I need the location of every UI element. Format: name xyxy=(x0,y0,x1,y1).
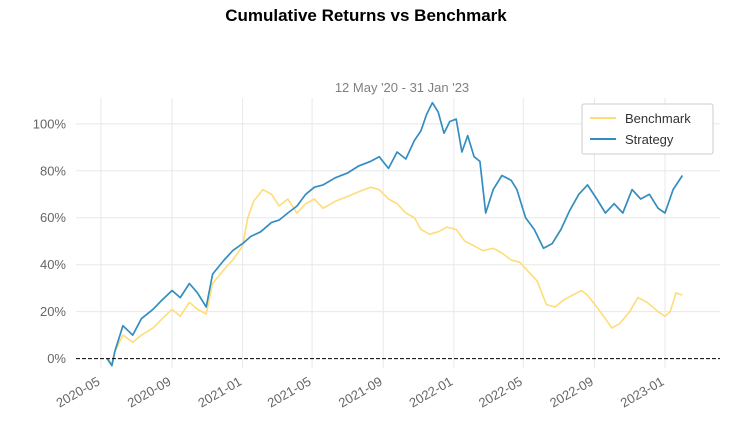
x-tick-label: 2021-05 xyxy=(265,374,314,411)
series-line-benchmark xyxy=(106,186,683,365)
y-axis: 0% 20% 40% 60% 80% 100% xyxy=(33,116,67,366)
x-tick-label: 2020-09 xyxy=(125,374,174,411)
x-tick-label: 2022-01 xyxy=(407,374,456,411)
x-tick-label: 2022-09 xyxy=(547,374,596,411)
chart-title: Cumulative Returns vs Benchmark xyxy=(225,6,507,25)
y-tick-label: 40% xyxy=(40,257,66,272)
y-tick-label: 100% xyxy=(33,116,67,131)
chart-subtitle: 12 May '20 - 31 Jan '23 xyxy=(334,80,470,95)
y-tick-label: 80% xyxy=(40,163,66,178)
x-tick-label: 2023-01 xyxy=(618,374,667,411)
legend-box xyxy=(581,103,714,155)
grid-lines xyxy=(76,98,720,368)
legend-label-benchmark: Benchmark xyxy=(625,111,691,126)
y-tick-label: 0% xyxy=(47,351,66,366)
x-tick-label: 2020-05 xyxy=(54,374,103,411)
x-tick-label: 2022-05 xyxy=(476,374,525,411)
legend-label-strategy: Strategy xyxy=(625,132,674,147)
x-tick-label: 2021-09 xyxy=(336,374,385,411)
x-tick-label: 2021-01 xyxy=(195,374,244,411)
series-line-strategy xyxy=(106,101,684,367)
y-tick-label: 60% xyxy=(40,210,66,225)
legend: Benchmark Strategy xyxy=(581,103,714,155)
series-lines xyxy=(106,101,684,367)
y-tick-label: 20% xyxy=(40,304,66,319)
x-axis: 2020-05 2020-09 2021-01 2021-05 2021-09 2022-… xyxy=(54,374,667,411)
